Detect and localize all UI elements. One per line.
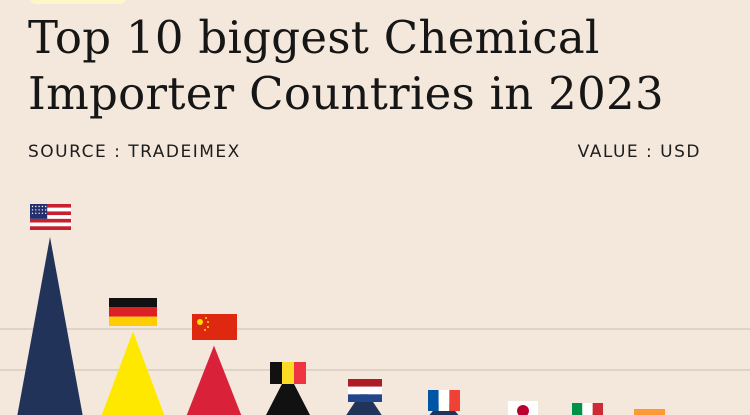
netherlands-flag-icon bbox=[348, 379, 382, 402]
chart-title: Top 10 biggest Chemical Importer Countri… bbox=[28, 11, 664, 120]
source-label: SOURCE : TRADEIMEX bbox=[28, 142, 241, 162]
france-flag-icon bbox=[428, 390, 460, 411]
china-flag-icon bbox=[192, 314, 237, 340]
bar-belgium bbox=[266, 372, 310, 415]
gridlines bbox=[0, 328, 750, 371]
bar-germany bbox=[101, 331, 165, 415]
value-unit-label: VALUE : USD bbox=[577, 142, 701, 162]
belgium-flag-icon bbox=[270, 362, 306, 384]
germany-flag-icon bbox=[109, 298, 157, 326]
flag-icons bbox=[30, 204, 665, 415]
top-tab bbox=[30, 0, 126, 4]
bar-united-states bbox=[17, 237, 83, 415]
bar-china bbox=[186, 345, 242, 415]
japan-flag-icon bbox=[508, 401, 538, 415]
india-flag-icon bbox=[634, 409, 665, 415]
italy-flag-icon bbox=[572, 403, 603, 415]
us-flag-icon bbox=[30, 204, 71, 230]
